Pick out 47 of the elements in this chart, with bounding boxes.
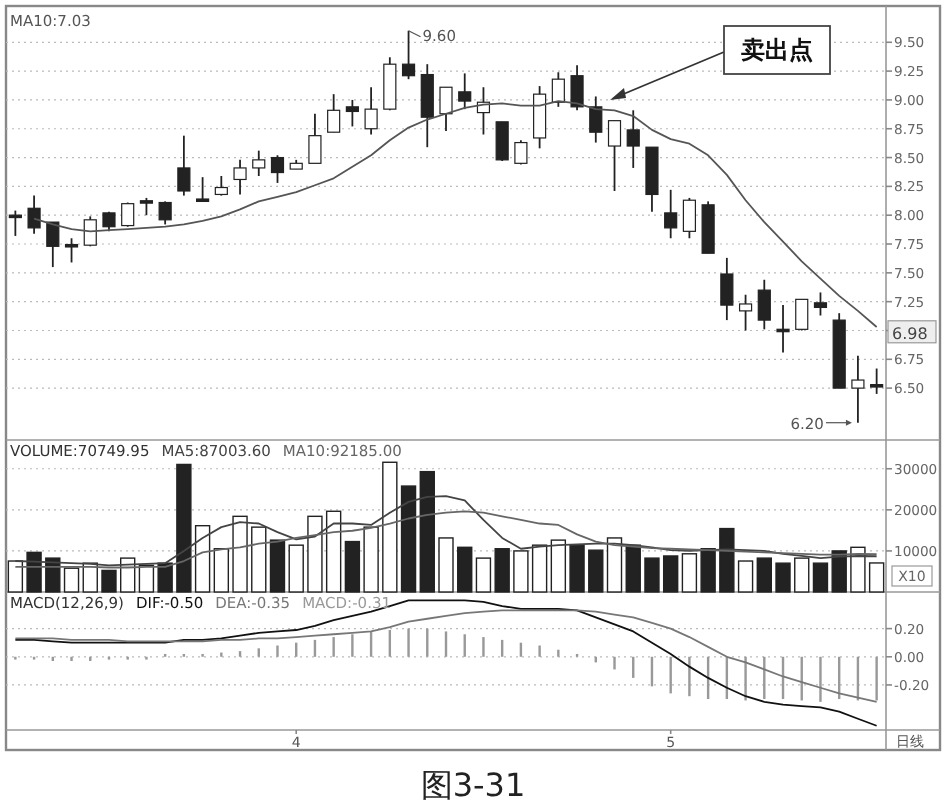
- caption: 图3-31: [420, 766, 526, 804]
- candlestick: [607, 119, 622, 192]
- candlestick: [813, 291, 828, 317]
- candlestick: [439, 86, 453, 132]
- candlestick: [682, 197, 696, 240]
- candlestick: [233, 158, 247, 196]
- line-series: [14, 609, 878, 703]
- annotation: 6.98: [892, 324, 928, 343]
- candlestick: [270, 154, 285, 184]
- candlestick: [345, 99, 359, 128]
- candlestick: [214, 175, 228, 197]
- candlestick: [308, 112, 322, 165]
- candlestick: [738, 293, 753, 332]
- candlestick: [252, 149, 266, 177]
- candlestick: [870, 367, 884, 395]
- candlestick: [551, 71, 565, 108]
- candlestick: [158, 200, 172, 226]
- line-series: [14, 599, 878, 727]
- candlestick: [401, 29, 416, 81]
- line-series: [14, 495, 878, 567]
- candlestick: [664, 188, 678, 240]
- candlestick: [757, 278, 771, 331]
- candlestick: [46, 221, 60, 268]
- candlestick: [720, 256, 734, 322]
- candlestick: [626, 109, 640, 169]
- candlestick: [383, 56, 397, 112]
- annotation: 卖出点: [741, 36, 813, 64]
- candlestick: [589, 95, 603, 144]
- bar: [269, 539, 286, 593]
- candlestick: [514, 139, 528, 166]
- candlestick: [196, 176, 210, 203]
- bar: [606, 537, 623, 593]
- candlestick: [570, 64, 584, 112]
- candlestick: [64, 237, 79, 264]
- candlestick: [420, 63, 434, 149]
- candlestick: [533, 85, 547, 150]
- line-series: [14, 510, 878, 569]
- candlestick: [364, 86, 378, 136]
- candlestick: [27, 194, 41, 235]
- candlestick: [776, 304, 790, 354]
- candlestick: [795, 298, 809, 332]
- candlestick: [121, 201, 135, 228]
- candlestick: [645, 146, 659, 213]
- candlestick: [458, 72, 472, 111]
- candlestick: [495, 120, 509, 162]
- candlestick: [327, 93, 341, 134]
- candlestick: [177, 134, 191, 197]
